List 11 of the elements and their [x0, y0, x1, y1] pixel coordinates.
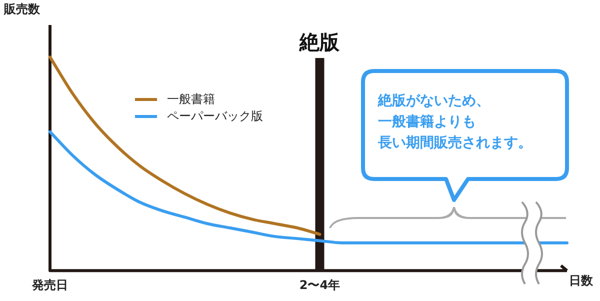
x-tick-label: 発売日	[31, 278, 68, 292]
x-axis-title: 日数	[569, 274, 594, 288]
annotation: 長い期間販売されます。	[378, 134, 532, 153]
annotation: 一般書籍よりも	[378, 113, 477, 132]
annotation: 絶版がないため、	[378, 92, 491, 111]
ref-line-label: 絶版	[298, 30, 341, 54]
speech-bubble: 絶版がないため、 一般書籍よりも 長い期間販売されます。	[360, 68, 570, 202]
legend-label: 一般書籍	[167, 91, 215, 108]
y-axis-title: 販売数	[3, 2, 41, 16]
legend-label: ペーパーバック版	[167, 108, 263, 125]
x-tick-label: 2〜4年	[299, 278, 340, 292]
